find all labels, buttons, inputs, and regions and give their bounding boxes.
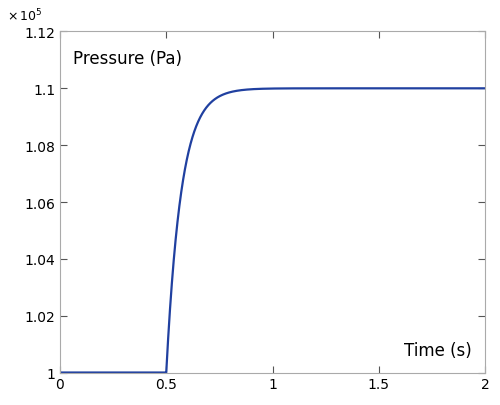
Text: Time (s): Time (s): [404, 341, 472, 359]
Text: $\times\,10^5$: $\times\,10^5$: [7, 8, 43, 24]
Text: Pressure (Pa): Pressure (Pa): [73, 49, 182, 67]
